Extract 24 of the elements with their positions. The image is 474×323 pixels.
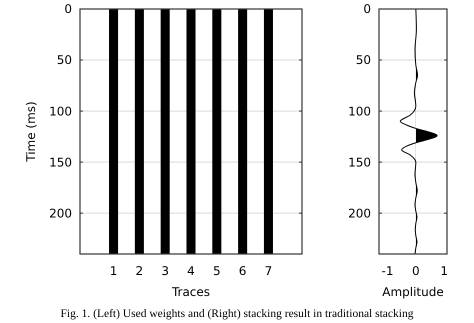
x-tick-label: -1 <box>382 264 394 278</box>
y-axis-title: Time (ms) <box>24 101 38 163</box>
y-tick-label: 100 <box>49 104 72 118</box>
x-axis-title: Amplitude <box>382 285 444 299</box>
y-tick-label: 50 <box>356 53 371 68</box>
y-tick-label: 50 <box>56 53 72 68</box>
x-tick-label: 1 <box>440 264 448 278</box>
x-tick-label: 2 <box>136 264 144 278</box>
y-tick-label: 150 <box>49 155 72 170</box>
y-tick-label: 200 <box>348 206 371 220</box>
y-tick-label: 100 <box>348 104 371 118</box>
y-tick-label: 200 <box>49 206 72 220</box>
y-tick-label: 0 <box>64 2 72 16</box>
x-tick-label: 5 <box>212 264 221 278</box>
y-tick-label: 0 <box>363 2 371 16</box>
x-tick-label: 6 <box>238 264 246 278</box>
x-tick-label: 3 <box>161 264 170 278</box>
y-tick-label: 150 <box>348 155 371 170</box>
x-tick-label: 1 <box>110 264 118 278</box>
x-axis-title: Traces <box>170 285 210 299</box>
caption: Fig. 1. (Left) Used weights and (Right) stacking result in traditional stacking <box>60 308 414 320</box>
x-tick-label: 4 <box>187 264 195 278</box>
x-tick-label: 0 <box>412 264 420 278</box>
x-tick-label: 7 <box>264 264 272 278</box>
